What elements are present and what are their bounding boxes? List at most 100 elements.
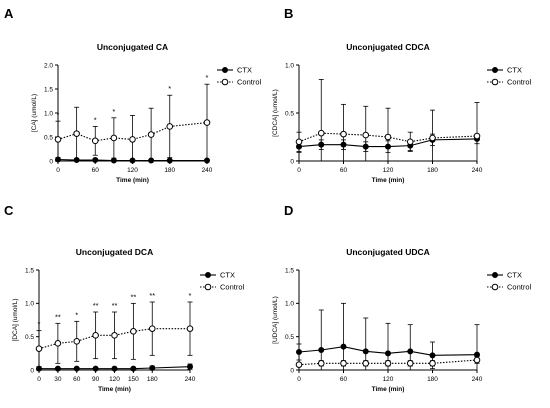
data-point	[54, 340, 62, 347]
y-tick-label: 1.0	[25, 301, 34, 308]
significance-label: *	[38, 320, 41, 329]
legend-marker	[221, 78, 229, 86]
data-point	[73, 338, 81, 345]
series-control	[54, 83, 211, 161]
x-tick-label: 60	[340, 376, 348, 383]
data-point	[340, 343, 347, 350]
x-tick-label: 180	[427, 167, 438, 174]
data-point	[54, 136, 62, 143]
significance-label: *	[75, 310, 78, 319]
data-point	[340, 360, 347, 367]
data-point	[362, 131, 370, 139]
x-tick-label: 120	[109, 376, 120, 383]
y-tick-label: 1.5	[44, 86, 53, 93]
series-ctx	[36, 363, 193, 372]
legend-entry: Control	[487, 283, 532, 292]
y-axis-label: [DCA] (umol/L)	[12, 299, 19, 342]
legend-entry: CTX	[487, 66, 522, 75]
y-tick-label: 0	[290, 158, 294, 165]
significance-label: *	[189, 291, 192, 300]
data-point	[129, 136, 136, 143]
legend-marker	[492, 272, 498, 278]
data-point	[110, 157, 117, 164]
legend-entry: CTX	[487, 271, 522, 280]
y-axis-label: [CDCA] (umol/L)	[272, 89, 279, 137]
data-point	[147, 131, 155, 138]
data-point	[407, 348, 414, 355]
x-tick-label: 180	[427, 376, 438, 383]
significance-label: *	[206, 73, 209, 82]
legend-marker	[491, 283, 499, 291]
panel-letter: C	[4, 203, 14, 218]
x-tick-label: 0	[56, 167, 60, 174]
significance-label: *	[168, 84, 171, 93]
legend-label: CTX	[237, 66, 252, 75]
data-point	[92, 332, 99, 339]
legend-marker	[205, 272, 211, 278]
series-line	[57, 159, 207, 162]
x-tick-label: 0	[297, 167, 301, 174]
data-point	[473, 132, 481, 140]
x-tick-label: 180	[164, 167, 175, 174]
data-point	[149, 365, 156, 371]
data-point	[130, 365, 137, 372]
x-tick-label: 240	[472, 376, 483, 383]
data-point	[111, 332, 118, 339]
data-point	[385, 350, 391, 357]
data-point	[429, 360, 436, 367]
series-line	[298, 132, 478, 143]
data-point	[296, 349, 302, 355]
data-point	[186, 325, 194, 332]
x-axis-label: Time (min)	[116, 177, 149, 184]
data-point	[317, 129, 325, 137]
legend-label: Control	[507, 78, 532, 87]
y-tick-label: 1.5	[285, 267, 294, 274]
legend-label: CTX	[220, 271, 235, 280]
significance-label: **	[149, 291, 155, 300]
y-tick-label: 1.5	[25, 267, 34, 274]
y-tick-label: 1.0	[44, 110, 53, 117]
series-line	[39, 366, 191, 370]
data-point	[203, 119, 211, 126]
x-axis-label: Time (min)	[372, 177, 405, 184]
x-tick-label: 0	[297, 376, 301, 383]
series-line	[298, 346, 478, 356]
x-tick-label: 90	[92, 376, 100, 383]
x-axis-label: Time (min)	[98, 386, 131, 393]
legend-entry: Control	[487, 78, 532, 87]
data-point	[92, 157, 99, 164]
legend-marker	[204, 283, 212, 291]
chart-title: Unconjugated DCA	[76, 247, 153, 257]
x-tick-label: 30	[54, 376, 62, 383]
series-control	[295, 79, 481, 161]
x-tick-label: 0	[37, 376, 41, 383]
y-tick-label: 0	[30, 367, 34, 374]
series-line	[298, 138, 478, 148]
data-point	[406, 360, 414, 367]
x-tick-label: 150	[128, 376, 139, 383]
data-point	[362, 360, 370, 367]
chart-title: Unconjugated CA	[97, 42, 168, 52]
legend-marker	[492, 67, 498, 73]
data-point	[148, 325, 156, 332]
y-tick-label: 0.5	[25, 334, 34, 341]
x-axis-label: Time (min)	[372, 386, 405, 393]
data-point	[295, 361, 303, 368]
data-point	[91, 137, 99, 145]
chart-title: Unconjugated UDCA	[346, 247, 430, 257]
y-axis-label: [CA] (umol/L)	[31, 94, 38, 132]
y-tick-label: 0.5	[44, 134, 53, 141]
data-point	[473, 356, 481, 364]
data-point	[54, 365, 61, 372]
y-tick-label: 0.5	[285, 110, 294, 117]
legend-entry: CTX	[200, 271, 235, 280]
data-point	[384, 133, 392, 141]
series-ctx	[296, 302, 480, 370]
x-tick-label: 60	[92, 167, 100, 174]
y-tick-label: 0	[49, 158, 53, 165]
legend-label: CTX	[507, 66, 522, 75]
x-tick-label: 60	[73, 376, 81, 383]
chart-panel-a: A Unconjugated CA 0 0.5 1.0 1.5 2.0 0 60 120 180 24…	[4, 6, 262, 184]
